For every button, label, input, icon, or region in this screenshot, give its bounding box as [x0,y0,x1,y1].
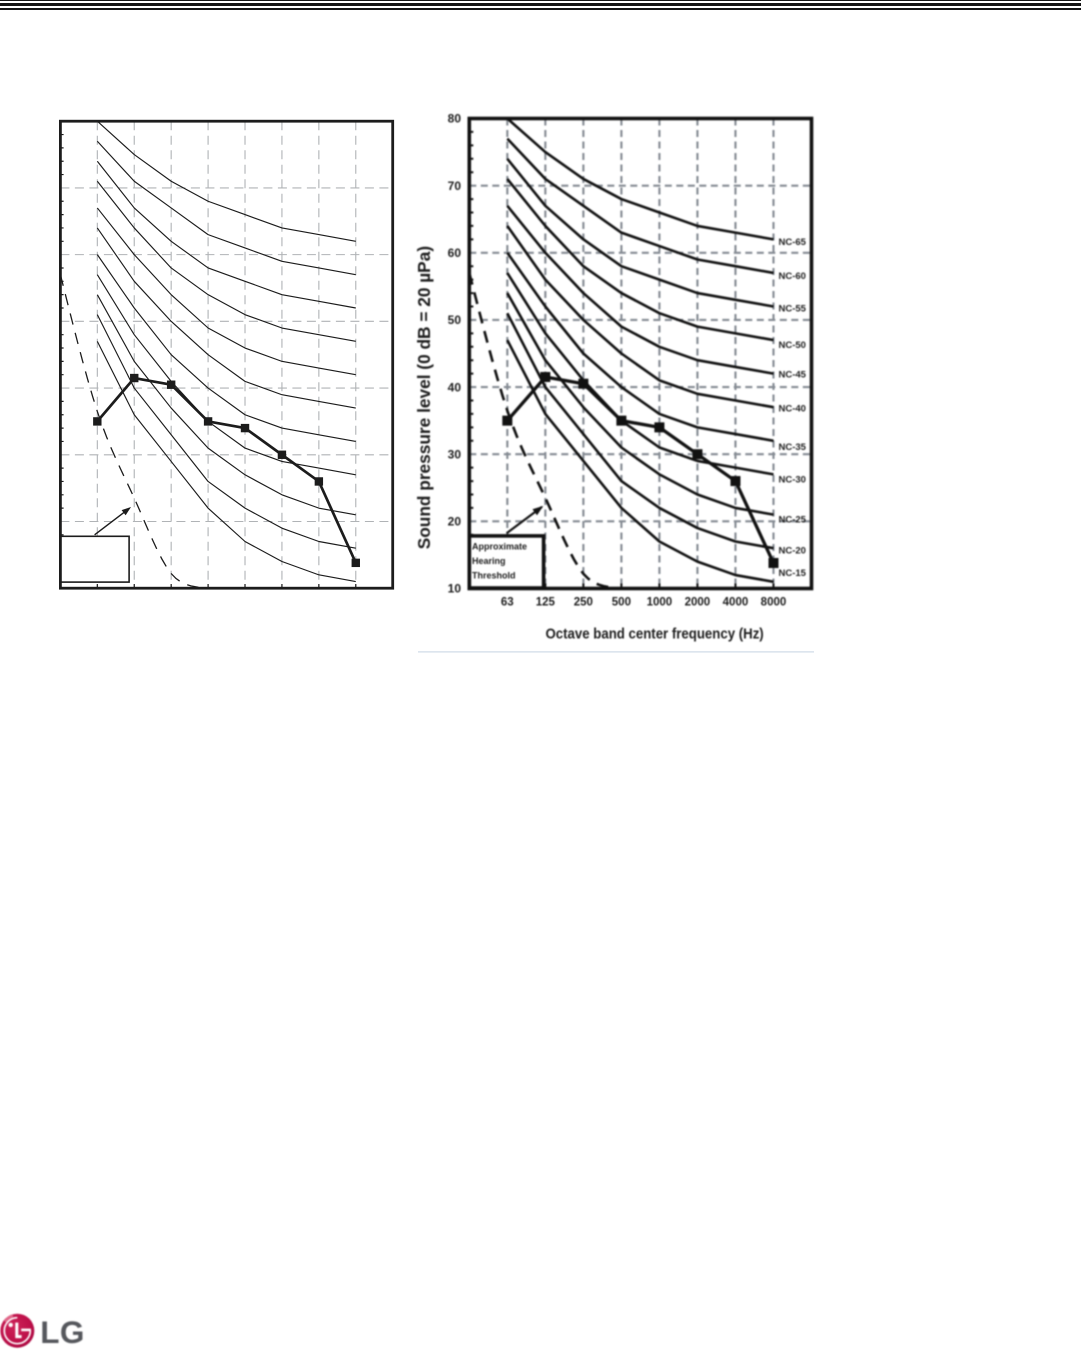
svg-text:NC-40: NC-40 [779,404,806,415]
svg-text:LG: LG [40,1314,85,1350]
svg-text:10: 10 [448,582,462,596]
svg-text:NC-30: NC-30 [779,475,806,486]
svg-text:Threshold: Threshold [472,571,516,581]
svg-text:500: 500 [612,597,631,609]
svg-text:2000: 2000 [685,597,711,609]
svg-text:40: 40 [448,380,462,394]
svg-text:125: 125 [536,597,556,609]
svg-text:NC-45: NC-45 [779,369,807,380]
svg-text:70: 70 [448,179,462,193]
svg-text:50: 50 [448,313,462,327]
svg-text:Sound pressure level (0 dB = 2: Sound pressure level (0 dB = 20 µPa) [414,246,434,549]
svg-text:8000: 8000 [761,597,787,609]
svg-text:NC-20: NC-20 [779,546,806,557]
svg-text:NC-35: NC-35 [779,442,807,453]
svg-text:Hearing: Hearing [472,556,506,566]
svg-text:4000: 4000 [723,597,749,609]
svg-text:80: 80 [448,112,462,126]
svg-text:30: 30 [448,447,462,461]
svg-text:20: 20 [448,515,462,529]
svg-text:NC-25: NC-25 [779,515,807,526]
svg-text:60: 60 [448,246,462,260]
svg-text:63: 63 [501,597,514,609]
svg-text:NC-15: NC-15 [779,568,807,579]
svg-text:1000: 1000 [647,597,673,609]
svg-text:NC-55: NC-55 [779,304,807,315]
svg-text:Octave band center frequency (: Octave band center frequency (Hz) [545,625,763,642]
svg-text:250: 250 [574,597,593,609]
svg-text:NC-65: NC-65 [779,237,807,248]
svg-text:NC-50: NC-50 [779,340,806,351]
svg-text:Approximate: Approximate [472,542,527,552]
svg-text:NC-60: NC-60 [779,271,806,282]
